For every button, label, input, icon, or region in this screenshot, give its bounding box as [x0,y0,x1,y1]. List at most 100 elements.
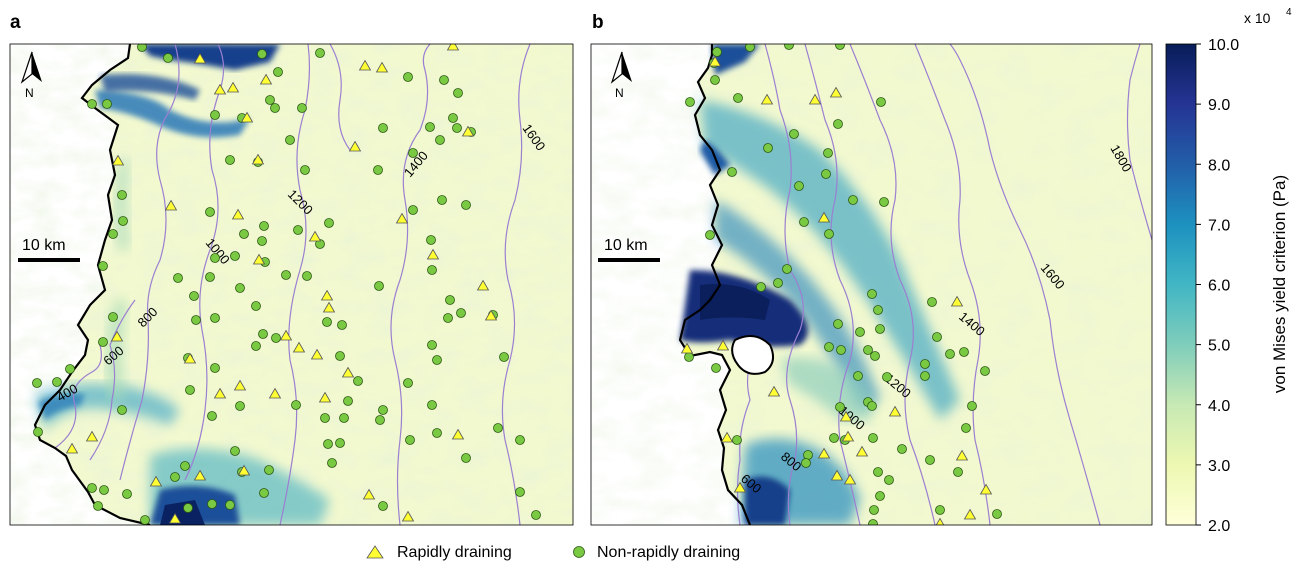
non-rapidly-draining-marker [833,119,843,129]
non-rapidly-draining-marker [98,261,108,271]
non-rapidly-draining-marker [185,385,195,395]
legend-label: Non-rapidly draining [597,544,740,561]
non-rapidly-draining-marker [432,428,442,438]
non-rapidly-draining-marker [824,342,834,352]
rapidly-draining-marker [279,329,293,341]
non-rapidly-draining-marker [273,67,283,77]
non-rapidly-draining-marker [461,453,471,463]
non-rapidly-draining-marker [210,313,220,323]
non-rapidly-draining-marker [756,282,766,292]
panel-b: b [590,12,1153,526]
rapidly-draining-marker [680,342,694,354]
non-rapidly-draining-marker [230,446,240,456]
non-rapidly-draining-marker [456,308,466,318]
non-rapidly-draining-marker [205,272,215,282]
non-rapidly-draining-marker [992,509,1002,519]
non-rapidly-draining-marker [710,75,720,85]
legend-item-non-rapidly-draining: Non-rapidly draining [573,544,740,561]
non-rapidly-draining-marker [835,44,845,50]
panel-b-label: b [592,12,604,33]
circle-marker-icon [573,546,585,558]
non-rapidly-draining-marker [961,423,971,433]
rapidly-draining-marker [320,289,334,301]
non-rapidly-draining-marker [373,165,383,175]
non-rapidly-draining-marker [935,505,945,515]
rapidly-draining-marker [817,211,831,223]
non-rapidly-draining-marker [515,435,525,445]
non-rapidly-draining-marker [821,169,831,179]
rapidly-draining-marker [193,469,207,481]
non-rapidly-draining-marker [293,225,303,235]
non-rapidly-draining-marker [322,317,332,327]
non-rapidly-draining-marker [87,483,97,493]
rapidly-draining-marker [733,481,747,493]
non-rapidly-draining-marker [953,467,963,477]
north-label: N [615,86,624,100]
rapidly-draining-marker [395,212,409,224]
rapidly-draining-marker [426,248,440,260]
non-rapidly-draining-marker [270,103,280,113]
colorbar-tick-label: 3.0 [1208,458,1230,475]
colorbar-title: von Mises yield criterion (Pa) [1270,175,1289,393]
colorbar-tick-label: 9.0 [1208,97,1230,114]
legend-item-rapidly-draining: Rapidly draining [366,544,512,561]
panel-b-frame [590,43,1153,526]
panel-a: a [9,12,574,526]
rapidly-draining-marker [708,55,722,67]
rapidly-draining-marker [85,430,99,442]
rapidly-draining-marker [193,52,207,64]
non-rapidly-draining-marker [799,217,809,227]
non-rapidly-draining-marker [403,72,413,82]
rapidly-draining-marker [830,469,844,481]
non-rapidly-draining-marker [251,341,261,351]
non-rapidly-draining-marker [932,332,942,342]
non-rapidly-draining-marker [445,295,455,305]
panel-b-lake [731,335,775,375]
rapidly-draining-marker [310,348,324,360]
rapidly-draining-marker [950,295,964,307]
non-rapidly-draining-marker [210,253,220,263]
non-rapidly-draining-marker [967,401,977,411]
non-rapidly-draining-marker [335,438,345,448]
non-rapidly-draining-marker [163,53,173,63]
rapidly-draining-marker [292,341,306,353]
non-rapidly-draining-marker [835,402,845,412]
non-rapidly-draining-marker [108,312,118,322]
rapidly-draining-marker [308,230,322,242]
non-rapidly-draining-marker [117,405,127,415]
non-rapidly-draining-marker [959,347,969,357]
non-rapidly-draining-marker [705,230,715,240]
rapidly-draining-marker [251,153,265,165]
rapidly-draining-marker [231,208,245,220]
non-rapidly-draining-marker [324,218,334,228]
rapidly-draining-marker [168,512,182,524]
non-rapidly-draining-marker [225,155,235,165]
rapidly-draining-marker [841,430,855,442]
non-rapidly-draining-marker [427,265,437,275]
colorbar-ticks: 10.0 9.0 8.0 7.0 6.0 5.0 4.0 3.0 2.0 [1196,37,1239,535]
non-rapidly-draining-marker [265,95,275,105]
non-rapidly-draining-marker [829,433,839,443]
non-rapidly-draining-marker [920,371,930,381]
colorbar-tick-label: 4.0 [1208,398,1230,415]
non-rapidly-draining-marker [180,461,190,471]
rapidly-draining-marker [375,61,389,73]
non-rapidly-draining-marker [87,99,97,109]
non-rapidly-draining-marker [297,103,307,113]
colorbar-tick-label: 6.0 [1208,278,1230,295]
rapidly-draining-marker [259,73,273,85]
non-rapidly-draining-marker [207,411,217,421]
non-rapidly-draining-marker [789,129,799,139]
non-rapidly-draining-marker [33,427,43,437]
non-rapidly-draining-marker [782,264,792,274]
non-rapidly-draining-marker [337,320,347,330]
non-rapidly-draining-marker [824,229,834,239]
non-rapidly-draining-marker [745,44,755,52]
non-rapidly-draining-marker [122,489,132,499]
colorbar-tick-label: 7.0 [1208,217,1230,234]
non-rapidly-draining-marker [257,236,267,246]
non-rapidly-draining-marker [264,465,274,475]
rapidly-draining-marker [720,431,734,443]
non-rapidly-draining-marker [173,273,183,283]
non-rapidly-draining-marker [925,455,935,465]
